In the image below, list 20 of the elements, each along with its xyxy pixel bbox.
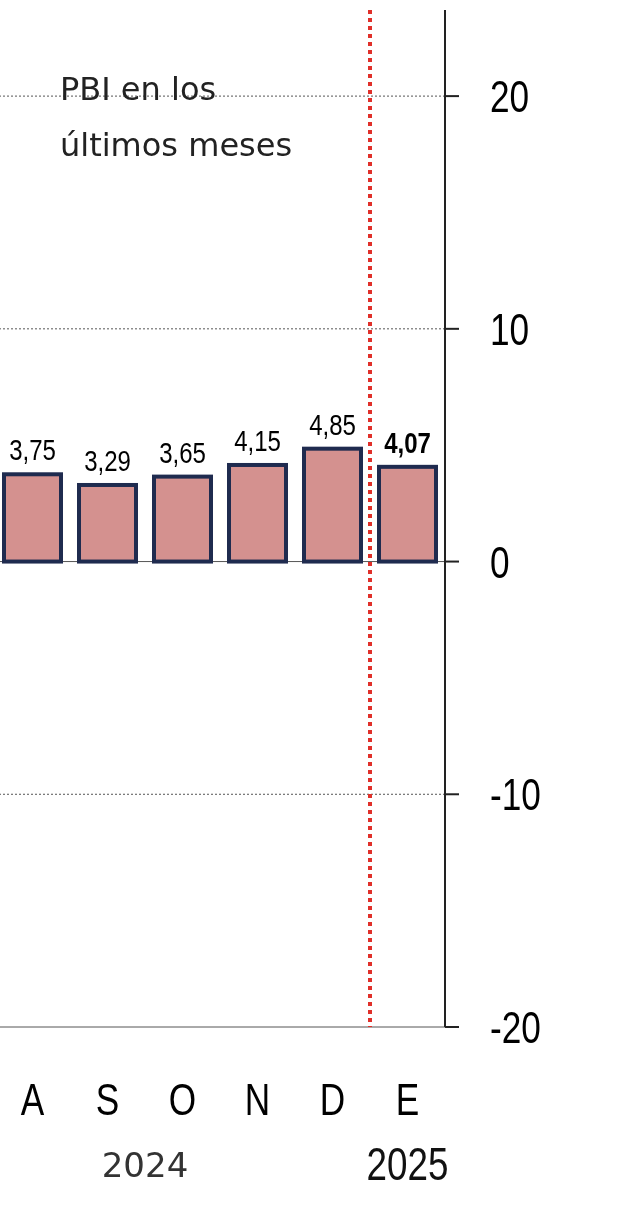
text: PBI en los últimos meses: [60, 70, 293, 164]
x-tick-label: D: [319, 1075, 346, 1124]
x-tick-label: S: [95, 1075, 120, 1124]
y-tick-label: 10: [490, 305, 530, 354]
data-label: 4,07: [384, 425, 431, 460]
x-tick-label: E: [395, 1075, 420, 1124]
data-label: 3,75: [9, 432, 56, 467]
x-tick-label: O: [168, 1075, 197, 1124]
x-tick-label: A: [20, 1075, 45, 1124]
y-tick-label: -20: [490, 1003, 541, 1052]
y-tick-label: -10: [490, 770, 541, 820]
data-label: 4,85: [309, 407, 356, 442]
data-label: 3,29: [84, 443, 131, 478]
data-label: 4,15: [234, 423, 281, 458]
text: 2024: [101, 1145, 189, 1185]
data-label: 3,65: [159, 435, 206, 470]
y-tick-label: 0: [490, 537, 510, 587]
y-tick-label: 20: [490, 72, 530, 121]
x-tick-label: N: [244, 1075, 271, 1124]
text: 2025: [366, 1138, 449, 1190]
